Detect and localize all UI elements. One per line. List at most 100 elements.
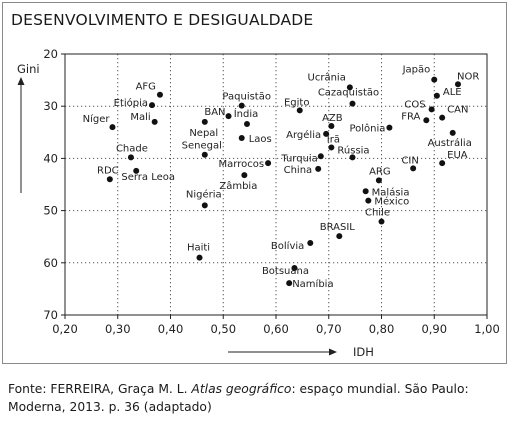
point-label: Haiti [187,243,210,254]
data-point [365,197,372,204]
point-label: Índia [234,107,259,120]
point-label: México [374,196,409,208]
point-label: BAN [204,107,225,118]
y-tick-label: 50 [43,204,58,218]
data-point [151,118,158,125]
data-point [225,113,232,120]
point-label: EUA [447,150,468,161]
data-point [238,135,245,142]
y-tick-label: 30 [43,99,58,113]
data-point [109,124,116,131]
point-label: Paquistão [222,92,271,103]
point-label: Bolívia [271,240,304,252]
data-point [349,154,356,161]
point-label: Laos [249,134,272,145]
source-caption: Fonte: FERREIRA, Graça M. L. Atlas geogr… [8,380,504,416]
x-tick-label: 0,80 [369,322,395,336]
scatter-chart: 0,20 0,30 0,40 0,50 0,60 0,70 0,80 0,90 1,00 20 30… [17,47,500,359]
point-label: BRASIL [320,222,356,233]
point-label: ARG [369,166,391,177]
y-tick-label: 60 [43,256,58,270]
chart-figure: DESENVOLVIMENTO E DESIGUALDADE 0,20 0,30 0… [2,2,507,364]
x-tick-label: 0,60 [263,322,289,336]
y-tick-label: 40 [43,151,58,165]
data-point [149,102,156,109]
y-axis-arrow-head [17,77,25,85]
point-label: Rússia [337,144,369,156]
data-point [296,107,303,114]
data-point [439,160,446,167]
y-tick-label: 70 [43,308,58,322]
data-point [243,120,250,127]
point-label: Austrália [428,137,472,149]
point-label: AFG [136,82,156,93]
source-prefix: Fonte: FERREIRA, Graça M. L. [8,382,192,396]
data-point [201,118,208,125]
data-point [241,172,248,179]
data-point [328,144,335,151]
x-tick-label: 0,50 [210,322,236,336]
point-label: ALE [443,87,462,98]
data-point [133,167,140,174]
point-label: RDC [97,165,119,176]
data-point [386,124,393,131]
data-point [201,151,208,158]
data-point [323,130,330,137]
data-point [307,239,314,246]
data-point [433,92,440,99]
x-tick-label: 0,30 [105,322,131,336]
y-axis-title: Gini [17,62,40,76]
point-label: Serra Leoa [121,172,175,183]
data-point [286,280,293,287]
x-tick-label: 0,70 [316,322,342,336]
point-label: Nigéria [186,188,222,200]
data-point [375,177,382,184]
data-point [196,254,203,261]
chart-title: DESENVOLVIMENTO E DESIGUALDADE [11,11,314,29]
point-label: Etiópia [114,97,148,109]
data-point [336,233,343,240]
point-label: Senegal [182,141,222,152]
point-label: Chade [116,143,148,154]
point-label: Marrocos [219,159,265,170]
point-label: Mali [130,112,150,123]
data-point [428,106,435,113]
point-label: Egito [284,97,309,108]
point-label: Níger [83,113,111,125]
source-suffix: : espaço mundial. São Paulo: Moderna, 20… [8,382,469,414]
x-tick-label: 1,00 [474,322,500,336]
point-label: Japão [402,65,431,76]
x-tick-label: 0,90 [421,322,447,336]
data-point [238,102,245,109]
point-label: Chile [365,208,390,219]
data-point [439,114,446,121]
y-tick-label: 20 [43,47,58,61]
data-point [431,76,438,83]
x-axis-arrow-head [329,348,337,356]
data-point [346,84,353,91]
data-point [349,100,356,107]
data-point [317,153,324,160]
point-label: Zâmbia [219,180,257,192]
data-point [291,265,298,272]
data-point [201,202,208,209]
x-axis-title: IDH [353,345,374,359]
data-point [423,117,430,124]
point-label: FRA [401,111,420,122]
x-tick-label: 0,20 [52,322,78,336]
data-point [362,188,369,195]
data-point [378,218,385,225]
point-label: Malásia [372,186,410,198]
point-label: China [284,165,313,176]
point-label: Polônia [349,123,385,135]
data-point [106,176,113,183]
point-label: CIN [401,155,418,166]
source-book-title: Atlas geográfico [191,382,292,396]
point-label: CAN [447,105,468,116]
point-label: COS [404,99,425,110]
data-point [454,81,461,88]
data-point [156,91,163,98]
point-label: Argélia [286,129,321,141]
data-point [265,160,272,167]
point-label: Nepal [189,128,218,139]
